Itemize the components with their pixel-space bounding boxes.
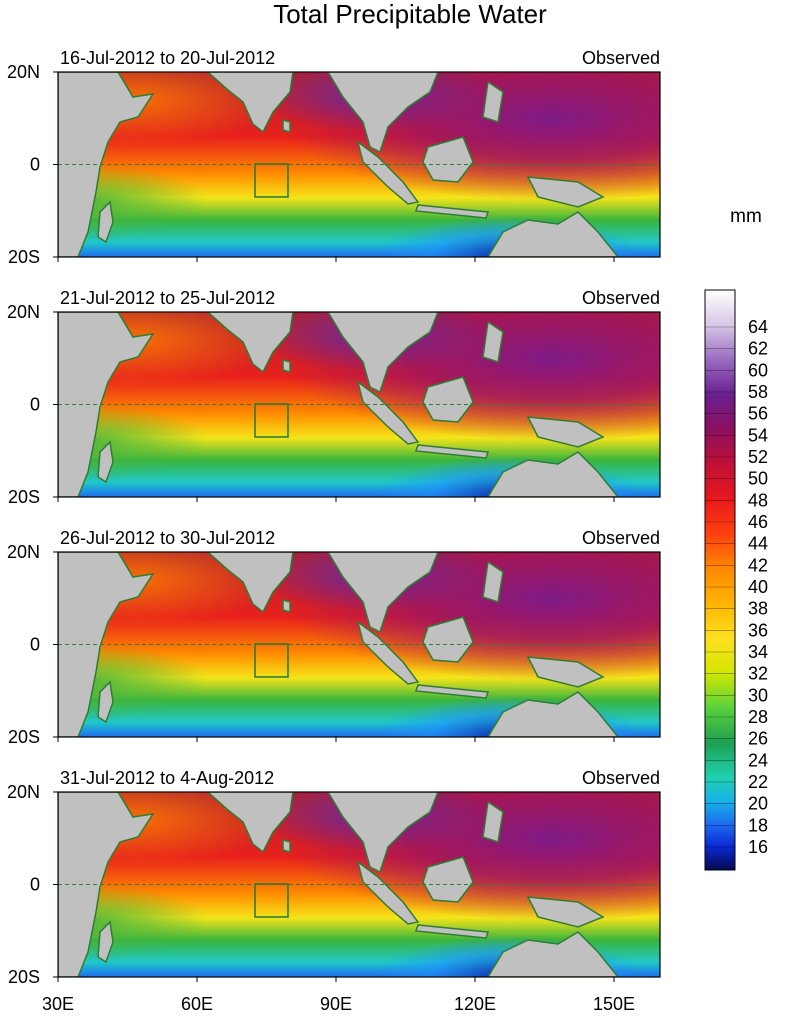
colorbar-label: 62 [748, 339, 768, 359]
y-tick-label: 20N [7, 542, 40, 562]
y-tick-label: 20N [7, 302, 40, 322]
y-tick-label: 20S [8, 727, 40, 747]
map-panel: 31-Jul-2012 to 4-Aug-2012 Observed 20N 0 20S [7, 768, 661, 987]
colorbar-ticks: 6462605856545250484644424038363432302826… [705, 317, 768, 857]
panel-period-label: 31-Jul-2012 to 4-Aug-2012 [60, 768, 274, 788]
colorbar-label: 50 [748, 469, 768, 489]
y-tick-label: 20S [8, 967, 40, 987]
figure-title: Total Precipitable Water [273, 0, 547, 29]
panel-period-label: 21-Jul-2012 to 25-Jul-2012 [60, 288, 275, 308]
colorbar-label: 60 [748, 360, 768, 380]
colorbar-label: 36 [748, 620, 768, 640]
x-tick-label: 90E [320, 994, 352, 1014]
x-tick-label: 150E [593, 994, 635, 1014]
y-tick-label: 20S [8, 247, 40, 267]
colorbar-label: 48 [748, 490, 768, 510]
tpw-map [58, 792, 660, 977]
colorbar-label: 42 [748, 555, 768, 575]
panel-period-label: 26-Jul-2012 to 30-Jul-2012 [60, 528, 275, 548]
colorbar-label: 22 [748, 772, 768, 792]
colorbar-unit: mm [730, 206, 762, 227]
y-tick-label: 0 [30, 395, 40, 415]
panel-source-label: Observed [582, 48, 660, 68]
tpw-map [58, 312, 660, 497]
y-tick-label: 20N [7, 782, 40, 802]
tpw-map [58, 72, 660, 257]
panel-source-label: Observed [582, 288, 660, 308]
colorbar [704, 289, 736, 871]
colorbar-label: 28 [748, 707, 768, 727]
colorbar-label: 46 [748, 512, 768, 532]
panel-source-label: Observed [582, 528, 660, 548]
y-tick-label: 20S [8, 487, 40, 507]
y-tick-label: 0 [30, 155, 40, 175]
colorbar-label: 44 [748, 534, 768, 554]
y-tick-label: 0 [30, 635, 40, 655]
colorbar-label: 58 [748, 382, 768, 402]
colorbar-label: 30 [748, 685, 768, 705]
colorbar-label: 26 [748, 729, 768, 749]
colorbar-label: 34 [748, 642, 768, 662]
colorbar-label: 20 [748, 794, 768, 814]
x-tick-label: 30E [42, 994, 74, 1014]
y-tick-label: 0 [30, 875, 40, 895]
colorbar-label: 54 [748, 425, 768, 445]
colorbar-label: 32 [748, 664, 768, 684]
panel-period-label: 16-Jul-2012 to 20-Jul-2012 [60, 48, 275, 68]
x-tick-label: 60E [181, 994, 213, 1014]
x-tick-label: 120E [454, 994, 496, 1014]
colorbar-label: 52 [748, 447, 768, 467]
colorbar-label: 24 [748, 750, 768, 770]
colorbar-label: 56 [748, 404, 768, 424]
colorbar-label: 64 [748, 317, 768, 337]
colorbar-label: 18 [748, 815, 768, 835]
map-panel: 16-Jul-2012 to 20-Jul-2012 Observed 20N 0 20… [7, 48, 661, 267]
colorbar-label: 38 [748, 599, 768, 619]
y-tick-label: 20N [7, 62, 40, 82]
tpw-map [58, 552, 660, 737]
panel-source-label: Observed [582, 768, 660, 788]
colorbar-label: 40 [748, 577, 768, 597]
map-panel: 26-Jul-2012 to 30-Jul-2012 Observed 20N 0 20… [7, 528, 661, 747]
x-axis: 30E 60E 90E 120E 150E [42, 994, 635, 1014]
map-panel: 21-Jul-2012 to 25-Jul-2012 Observed 20N 0 20… [7, 288, 661, 507]
colorbar-label: 16 [748, 837, 768, 857]
